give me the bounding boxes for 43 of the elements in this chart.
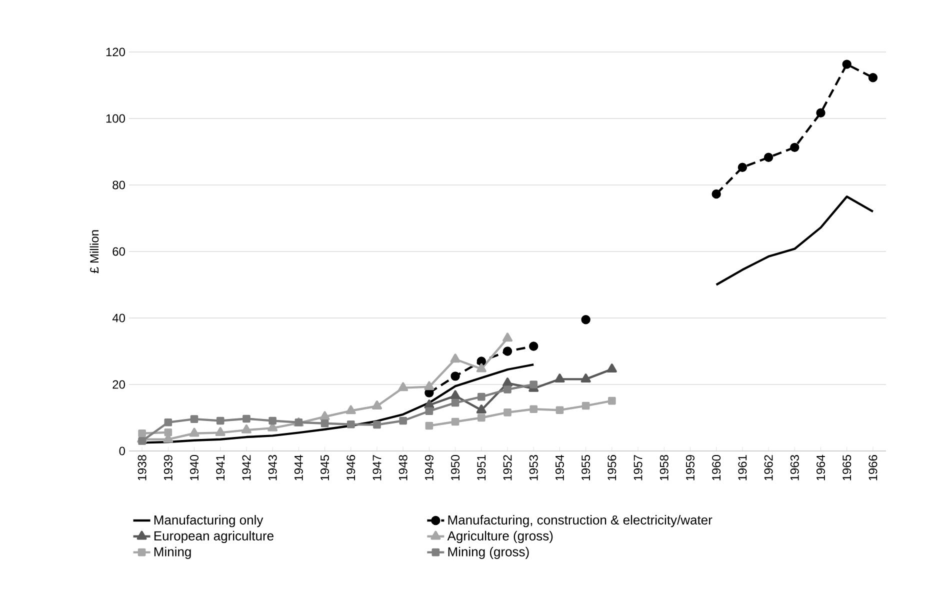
x-tick-label: 1964 — [816, 454, 826, 480]
x-tick-label: 1938 — [138, 455, 146, 480]
x-tick-label: 1963 — [790, 455, 799, 480]
x-tick-label: 1961 — [738, 455, 747, 480]
x-tick-label: 1946 — [346, 455, 356, 480]
x-tick-label: 1941 — [216, 455, 225, 480]
legend-label: Manufacturing only — [154, 515, 264, 528]
x-tick-label: 1943 — [268, 455, 277, 480]
x-tick-label: 1942 — [242, 455, 251, 480]
x-tick-label: 1939 — [164, 455, 172, 480]
x-tick-label: 1948 — [398, 455, 408, 480]
y-tick-label: 40 — [112, 314, 126, 322]
x-tick-label: 1958 — [660, 455, 668, 480]
y-tick-label: 120 — [106, 48, 126, 56]
y-tick-label: 100 — [106, 114, 126, 123]
legend-label: Mining (gross) — [448, 546, 529, 559]
x-tick-label: 1957 — [634, 455, 642, 480]
legend-label: European agriculture — [154, 530, 274, 544]
x-tick-label: 1945 — [320, 455, 330, 480]
x-tick-label: 1955 — [582, 455, 590, 480]
legend-label: Agriculture (gross) — [447, 530, 553, 544]
x-tick-label: 1952 — [503, 455, 512, 480]
x-tick-label: 1951 — [477, 455, 486, 480]
x-tick-label: 1949 — [424, 455, 434, 480]
x-tick-label: 1962 — [764, 455, 773, 480]
y-axis-title: £ Million — [90, 230, 99, 274]
x-tick-label: 1959 — [686, 455, 694, 480]
legend-label: Manufacturing, construction & electricity/water — [448, 515, 712, 528]
y-tick-label: 20 — [112, 380, 126, 389]
x-tick-label: 1966 — [868, 455, 878, 480]
x-tick-label: 1965 — [842, 455, 852, 480]
x-tick-label: 1960 — [712, 454, 721, 480]
x-tick-label: 1940 — [190, 454, 199, 480]
y-tick-label: 80 — [112, 180, 126, 190]
x-tick-label: 1947 — [372, 455, 382, 480]
y-tick-label: 0 — [119, 446, 126, 456]
x-tick-label: 1953 — [529, 455, 538, 480]
x-tick-label: 1944 — [294, 454, 303, 480]
legend-label: Mining — [154, 546, 191, 559]
x-tick-label: 1954 — [555, 454, 564, 480]
y-tick-label: 60 — [112, 247, 126, 256]
x-tick-label: 1956 — [608, 455, 616, 480]
x-tick-label: 1950 — [451, 454, 460, 480]
